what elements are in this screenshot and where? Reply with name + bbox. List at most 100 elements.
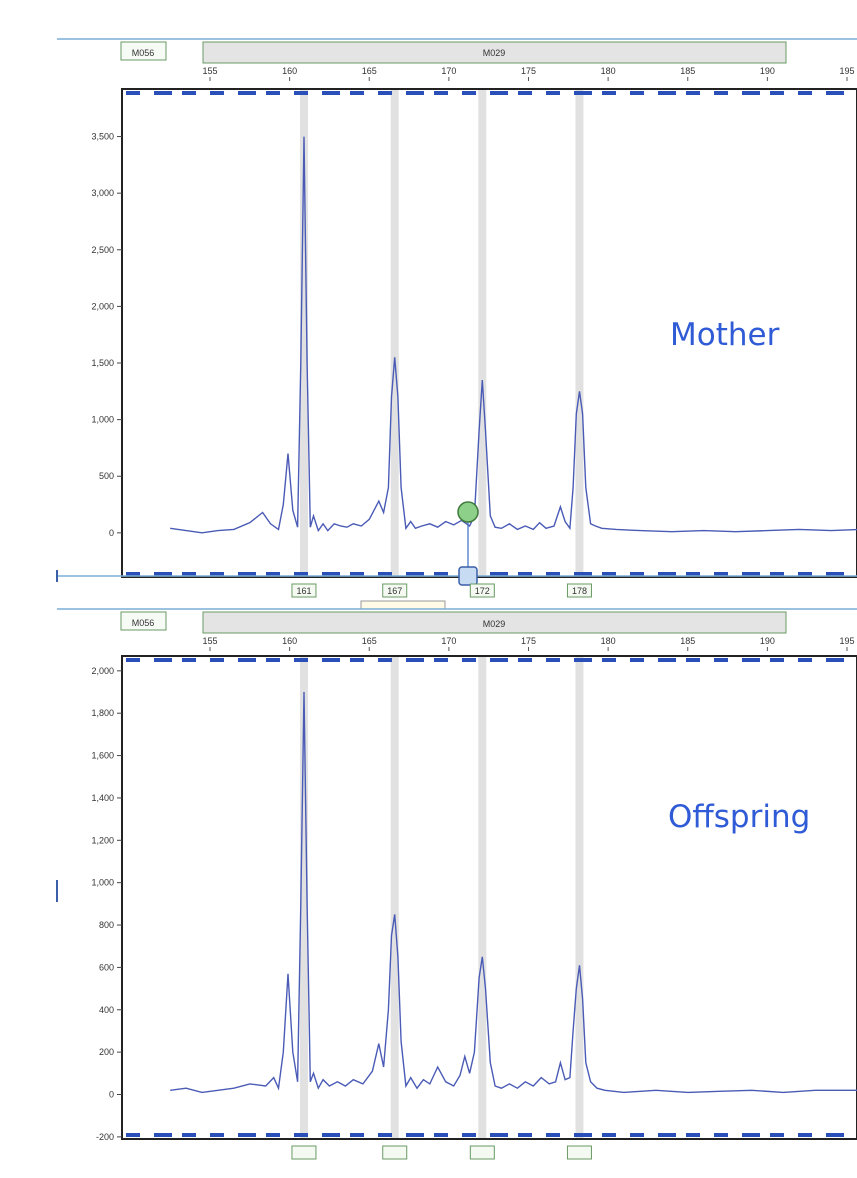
bin-dash: [826, 91, 844, 95]
locus-left-label: M056: [132, 48, 155, 58]
bin-dash: [602, 91, 616, 95]
allele-call-label: 172: [475, 586, 490, 596]
bin-dash: [630, 658, 644, 662]
bin-dash: [238, 1133, 256, 1137]
bin-dash: [518, 572, 532, 576]
allele-call-boxes: [291, 1145, 592, 1160]
bin-dash: [294, 91, 308, 95]
y-tick-label: -200: [96, 1132, 114, 1142]
bin-dash: [686, 658, 700, 662]
x-tick-label: 190: [760, 636, 775, 646]
y-tick-label: 1,200: [91, 835, 114, 845]
y-tick-label: 1,000: [91, 415, 114, 425]
sample-annotation-mother: Mother: [670, 317, 780, 353]
bin-dash: [714, 91, 728, 95]
bin-dash: [182, 1133, 196, 1137]
y-tick-label: 1,400: [91, 793, 114, 803]
bin-dash: [266, 572, 280, 576]
bin-dash: [658, 572, 676, 576]
y-axis-ticks: -200 0 200 400 600 800 1,000 1,200 1,400 1,600 1,8…: [91, 666, 122, 1142]
x-tick-label: 190: [760, 66, 775, 76]
bin-dash: [490, 658, 508, 662]
bin-dash: [238, 572, 256, 576]
allele-bins: [299, 90, 584, 576]
bin-band: [299, 90, 308, 576]
x-axis-ticks: 155 160 165 170 175 180 185 190 195: [202, 636, 855, 651]
x-tick-label: 165: [362, 636, 377, 646]
locus-main-bar[interactable]: [202, 41, 787, 64]
bin-dash: [182, 658, 196, 662]
locus-left-label: M056: [132, 618, 155, 628]
y-tick-label: 800: [99, 920, 114, 930]
x-tick-label: 195: [839, 636, 854, 646]
cursor-handle[interactable]: [458, 566, 478, 586]
x-tick-label: 185: [680, 636, 695, 646]
x-tick-label: 160: [282, 66, 297, 76]
bin-dash: [574, 91, 592, 95]
x-tick-label: 180: [601, 636, 616, 646]
locus-main-bar[interactable]: [202, 611, 787, 634]
bin-dash: [322, 1133, 340, 1137]
bin-dash: [658, 1133, 676, 1137]
y-tick-label: 1,500: [91, 358, 114, 368]
x-tick-label: 160: [282, 636, 297, 646]
y-tick-label: 0: [109, 1090, 114, 1100]
bin-dash: [574, 572, 592, 576]
bin-band: [575, 90, 584, 576]
bin-dash: [378, 658, 392, 662]
bin-dash: [378, 91, 392, 95]
bin-dash: [154, 91, 172, 95]
allele-calls: 161 167 172 178: [291, 583, 592, 598]
peak-marker[interactable]: [457, 501, 479, 523]
bin-dash: [182, 91, 196, 95]
bin-dash: [378, 572, 392, 576]
bin-dash: [742, 1133, 760, 1137]
bin-dash: [658, 91, 676, 95]
bin-dash: [630, 1133, 644, 1137]
y-tick-label: 1,000: [91, 878, 114, 888]
y-tick-label: 200: [99, 1047, 114, 1057]
bin-dash: [742, 658, 760, 662]
bin-dash: [714, 1133, 728, 1137]
x-tick-label: 165: [362, 66, 377, 76]
bin-dash: [210, 658, 224, 662]
bin-dash: [126, 91, 140, 95]
bin-dash: [518, 1133, 532, 1137]
bin-dash: [686, 572, 700, 576]
bin-dash: [266, 91, 280, 95]
y-tick-label: 3,500: [91, 132, 114, 142]
bin-dash: [490, 91, 508, 95]
x-tick-label: 180: [601, 66, 616, 76]
x-tick-label: 155: [202, 66, 217, 76]
x-tick-label: 170: [441, 636, 456, 646]
signal-trace: [170, 136, 857, 534]
allele-call-label: 167: [387, 586, 402, 596]
bin-dash: [210, 1133, 224, 1137]
locus-left-box[interactable]: [120, 611, 167, 631]
signal-trace: [170, 691, 857, 1094]
bin-dash: [322, 91, 340, 95]
x-tick-label: 175: [521, 66, 536, 76]
bin-dash: [350, 91, 364, 95]
bin-dash: [406, 572, 424, 576]
panel-mother: M056 M029 155 160 165 170 175 180 185 190 195 0 5…: [56, 38, 857, 610]
bin-dash: [462, 658, 476, 662]
allele-call-box: [291, 1145, 317, 1160]
bin-band: [478, 657, 487, 1138]
bin-dash: [798, 91, 812, 95]
bin-dash: [658, 658, 676, 662]
y-tick-label: 1,800: [91, 708, 114, 718]
bin-dash: [490, 572, 508, 576]
allele-call-box: [469, 1145, 495, 1160]
y-tick-label: 400: [99, 1005, 114, 1015]
y-tick-label: 2,000: [91, 301, 114, 311]
bin-dash: [210, 572, 224, 576]
bin-dash: [546, 91, 560, 95]
locus-left-box[interactable]: [120, 41, 167, 61]
bin-dash: [602, 572, 616, 576]
bin-dash: [126, 572, 140, 576]
bin-dash: [714, 658, 728, 662]
bin-dash: [238, 91, 256, 95]
allele-call-label: 178: [572, 586, 587, 596]
bin-dash: [238, 658, 256, 662]
